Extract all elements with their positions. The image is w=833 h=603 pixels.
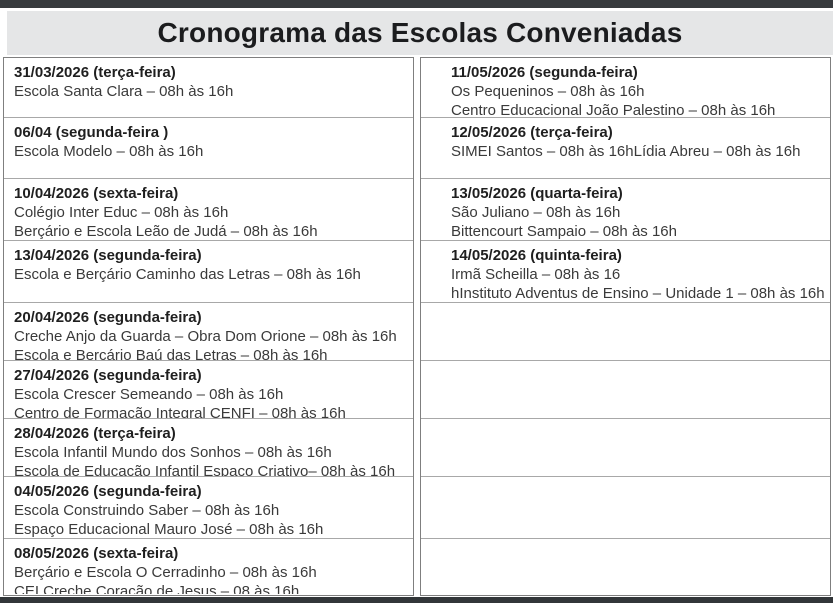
schedule-row: 04/05/2026 (segunda-feira) Escola Constr… [4,476,413,538]
schedule-row [421,360,830,418]
schedule-column-left: 31/03/2026 (terça-feira) Escola Santa Cl… [3,57,414,596]
schedule-table: 31/03/2026 (terça-feira) Escola Santa Cl… [3,57,831,596]
schedule-row: 11/05/2026 (segunda-feira) Os Pequeninos… [421,58,830,117]
schedule-date: 04/05/2026 (segunda-feira) [14,483,202,500]
schedule-line: Irmã Scheilla – 08h às 16 [451,266,621,283]
schedule-line: Escola Crescer Semeando – 08h às 16h [14,386,284,403]
schedule-line: Centro de Formação Integral CENFI – 08h … [14,405,346,418]
schedule-row: 13/05/2026 (quarta-feira) São Juliano – … [421,178,830,240]
schedule-line: Centro Educacional João Palestino – 08h … [451,102,776,117]
schedule-date: 12/05/2026 (terça-feira) [451,124,613,141]
schedule-line: Escola e Berçário Caminho das Letras – 0… [14,266,361,283]
schedule-line: Escola Construindo Saber – 08h às 16h [14,502,280,519]
schedule-line: Escola Santa Clara – 08h às 16h [14,83,234,100]
schedule-row: 08/05/2026 (sexta-feira) Berçário e Esco… [4,538,413,594]
schedule-row: 28/04/2026 (terça-feira) Escola Infantil… [4,418,413,476]
schedule-line: Berçário e Escola O Cerradinho – 08h às … [14,564,317,581]
schedule-line: Os Pequeninos – 08h às 16h [451,83,645,100]
schedule-row [421,418,830,476]
schedule-line: CEI Creche Coração de Jesus – 08 às 16h [14,583,300,594]
schedule-date: 13/04/2026 (segunda-feira) [14,247,202,264]
schedule-row [421,302,830,360]
top-bar [0,0,833,8]
schedule-line: Escola Modelo – 08h às 16h [14,143,204,160]
title-band: Cronograma das Escolas Conveniadas [7,11,833,55]
schedule-row: 31/03/2026 (terça-feira) Escola Santa Cl… [4,58,413,117]
schedule-row: 20/04/2026 (segunda-feira) Creche Anjo d… [4,302,413,360]
schedule-date: 13/05/2026 (quarta-feira) [451,185,623,202]
schedule-line: Colégio Inter Educ – 08h às 16h [14,204,229,221]
schedule-row: 06/04 (segunda-feira ) Escola Modelo – 0… [4,117,413,178]
schedule-date: 06/04 (segunda-feira ) [14,124,169,141]
schedule-date: 11/05/2026 (segunda-feira) [451,64,638,81]
schedule-date: 08/05/2026 (sexta-feira) [14,545,179,562]
schedule-line: Escola e Berçário Baú das Letras – 08h à… [14,347,328,360]
schedule-date: 31/03/2026 (terça-feira) [14,64,176,81]
schedule-line: Escola de Educação Infantil Espaço Criat… [14,463,396,476]
schedule-line: Escola Infantil Mundo dos Sonhos – 08h à… [14,444,332,461]
schedule-row: 27/04/2026 (segunda-feira) Escola Cresce… [4,360,413,418]
schedule-line: Berçário e Escola Leão de Judá – 08h às … [14,223,318,240]
schedule-line: Espaço Educacional Mauro José – 08h às 1… [14,521,324,538]
schedule-date: 14/05/2026 (quinta-feira) [451,247,622,264]
schedule-row: 14/05/2026 (quinta-feira) Irmã Scheilla … [421,240,830,302]
schedule-date: 10/04/2026 (sexta-feira) [14,185,179,202]
schedule-line: Creche Anjo da Guarda – Obra Dom Orione … [14,328,397,345]
schedule-line: Bittencourt Sampaio – 08h às 16h [451,223,677,240]
schedule-row [421,476,830,538]
bottom-bar [0,597,833,603]
schedule-row [421,538,830,594]
schedule-date: 28/04/2026 (terça-feira) [14,425,176,442]
schedule-line: hInstituto Adventus de Ensino – Unidade … [451,285,825,302]
schedule-row: 12/05/2026 (terça-feira) SIMEI Santos – … [421,117,830,178]
schedule-line: São Juliano – 08h às 16h [451,204,621,221]
page-title: Cronograma das Escolas Conveniadas [157,17,683,48]
schedule-date: 20/04/2026 (segunda-feira) [14,309,202,326]
schedule-line: SIMEI Santos – 08h às 16hLídia Abreu – 0… [451,143,801,160]
schedule-row: 13/04/2026 (segunda-feira) Escola e Berç… [4,240,413,302]
schedule-row: 10/04/2026 (sexta-feira) Colégio Inter E… [4,178,413,240]
schedule-column-right: 11/05/2026 (segunda-feira) Os Pequeninos… [420,57,831,596]
schedule-date: 27/04/2026 (segunda-feira) [14,367,202,384]
